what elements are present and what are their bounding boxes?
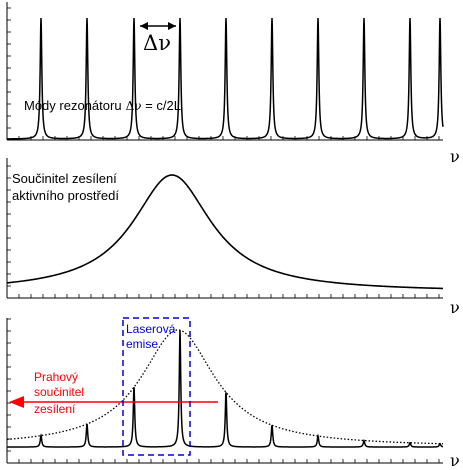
gain-label-line1: Součinitel zesílení [12,171,117,186]
emission-peaks [7,330,444,448]
lasing-emission-box [122,317,191,456]
threshold-arrow [9,396,218,408]
gain-envelope-dotted [6,329,444,445]
threshold-label-line3: zesílení [34,402,76,416]
mode-spacing-label: Δν [143,31,171,55]
resonator-modes-label: Módy rezonátoru Δν = c/2L [24,98,181,113]
bottom-axis-nu-label: ν [450,451,460,470]
panel-gain-medium: Součinitel zesílení aktivního prostředí … [6,158,460,317]
threshold-label-line1: Prahový [34,370,78,384]
panel-resonator-modes: Δν Módy rezonátoru Δν = c/2L ν [6,2,460,166]
resonator-mode-peaks [7,17,444,140]
gain-curve [6,174,444,290]
lasing-label-line1: Laserová [126,322,176,336]
lasing-label-line2: emise [126,337,158,351]
gain-label-line2: aktivního prostředí [12,188,119,203]
middle-axis-nu-label: ν [450,298,460,317]
mode-spacing-arrow [140,22,176,30]
top-axis-nu-label: ν [450,147,460,166]
threshold-label-line2: součinitel [34,385,84,399]
panel-laser-emission: Prahový součinitel zesílení Laserová emi… [6,317,460,470]
middle-axis-ticks [7,165,440,298]
